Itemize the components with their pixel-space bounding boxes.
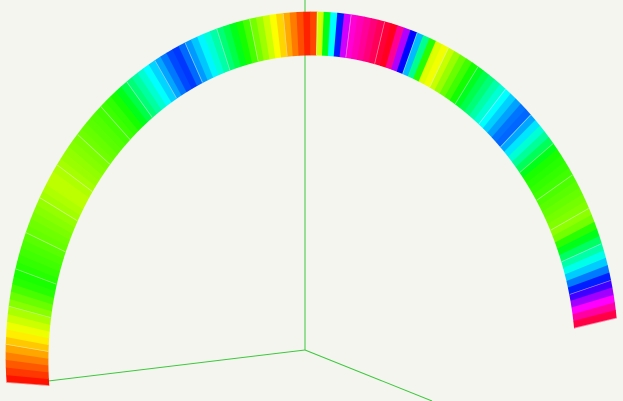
background: [0, 0, 623, 401]
page: (() => { JSON.parse(document.getElementB…: [0, 0, 623, 401]
arch-segment: [310, 12, 317, 55]
viewport: [0, 0, 623, 401]
arch-segment: [304, 12, 311, 55]
